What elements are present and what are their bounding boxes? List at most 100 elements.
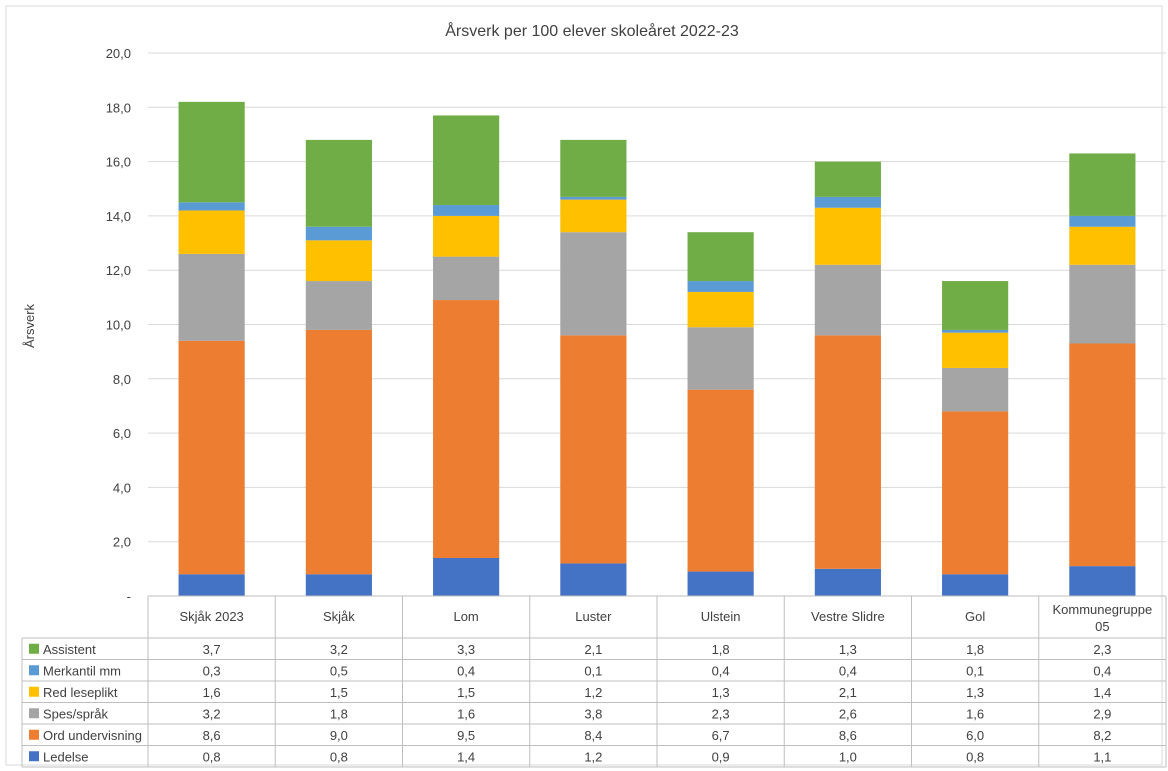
bar-segment	[560, 139, 627, 197]
table-cell-value: 1,6	[457, 706, 475, 721]
y-tick-label: -	[127, 589, 131, 604]
bar-segment	[687, 291, 754, 328]
bar-segment	[1069, 226, 1136, 265]
bar-segment	[687, 327, 754, 390]
legend-label: Red leseplikt	[43, 685, 118, 700]
table-cell-value: 9,0	[330, 728, 348, 743]
bar-segment	[305, 139, 372, 227]
bar-segment	[1069, 153, 1136, 216]
table-cell-value: 2,1	[839, 685, 857, 700]
bar-segment	[305, 281, 372, 330]
table-cell-value: 0,4	[839, 663, 857, 678]
x-category-label: Lom	[453, 609, 478, 624]
bar-segment	[560, 196, 627, 200]
x-category-label: Vestre Slidre	[811, 609, 885, 624]
table-cell-value: 0,8	[203, 749, 221, 764]
bar-segment	[942, 411, 1009, 575]
table-cell-value: 1,3	[839, 642, 857, 657]
bar-segment	[305, 240, 372, 282]
bar-segment	[560, 563, 627, 596]
y-tick-label: 6,0	[113, 426, 131, 441]
table-cell-value: 0,5	[330, 663, 348, 678]
table-cell-value: 1,5	[457, 685, 475, 700]
bar-segment	[942, 329, 1009, 333]
table-cell-value: 0,8	[966, 749, 984, 764]
bar-segment	[814, 161, 881, 197]
bar-segment	[814, 568, 881, 596]
bar-segment	[814, 196, 881, 208]
bar-segment	[560, 335, 627, 564]
table-cell-value: 0,9	[712, 749, 730, 764]
table-cell-value: 0,8	[330, 749, 348, 764]
bar-segment	[687, 571, 754, 596]
chart-title: Årsverk per 100 elever skoleåret 2022-23	[445, 21, 739, 40]
x-category-label: Ulstein	[701, 609, 741, 624]
table-cell-value: 6,0	[966, 728, 984, 743]
legend-label: Merkantil mm	[43, 663, 121, 678]
table-cell-value: 1,4	[1093, 685, 1111, 700]
bar-segment	[178, 340, 245, 575]
table-cell-value: 6,7	[712, 728, 730, 743]
table-cell-value: 2,1	[584, 642, 602, 657]
table-cell-value: 1,5	[330, 685, 348, 700]
table-cell-value: 1,8	[330, 706, 348, 721]
bar-segment	[178, 253, 245, 341]
y-tick-label: 4,0	[113, 480, 131, 495]
y-tick-label: 16,0	[106, 155, 131, 170]
x-category-label: Luster	[575, 609, 612, 624]
bar-segment	[687, 232, 754, 282]
table-cell-value: 1,6	[966, 706, 984, 721]
table-cell-value: 9,5	[457, 728, 475, 743]
table-cell-value: 3,7	[203, 642, 221, 657]
x-category-label: 05	[1095, 619, 1109, 634]
x-category-label: Skjåk	[323, 609, 355, 624]
y-axis-label: Årsverk	[22, 303, 37, 348]
y-tick-label: 14,0	[106, 209, 131, 224]
y-tick-label: 18,0	[106, 100, 131, 115]
bar-segment	[687, 389, 754, 572]
bar-segment	[560, 199, 627, 233]
bar-segment	[1069, 215, 1136, 227]
data-table: Skjåk 2023 Skjåk Lom Luster Ulstein Vestre Sl…	[21, 595, 1167, 768]
table-cell-value: 2,3	[1093, 642, 1111, 657]
table-cell-value: 1,0	[839, 749, 857, 764]
legend-label: Assistent	[43, 642, 96, 657]
x-category-label: Kommunegruppe	[1053, 602, 1153, 617]
table-cell-value: 0,4	[1093, 663, 1111, 678]
table-cell-value: 1,6	[203, 685, 221, 700]
bar-segment	[305, 574, 372, 596]
bar-segment	[814, 207, 881, 265]
legend-key	[29, 686, 39, 697]
bar-segment	[942, 281, 1009, 330]
table-cell-value: 0,1	[584, 663, 602, 678]
legend-key	[29, 708, 39, 719]
bar-segment	[814, 264, 881, 336]
table-cell-value: 0,1	[966, 663, 984, 678]
bar-segment	[305, 226, 372, 241]
table-cell-value: 1,4	[457, 749, 475, 764]
bar-segment	[433, 256, 500, 301]
bar-segment	[942, 367, 1009, 412]
bar-segment	[178, 101, 245, 203]
y-axis-ticks: - 2,0 4,0 6,0 8,0 10,0 12,0 14,0 16,0 18,0 20,0	[106, 46, 131, 604]
table-cell-value: 8,6	[839, 728, 857, 743]
table-cell-value: 8,2	[1093, 728, 1111, 743]
table-cell-value: 1,8	[966, 642, 984, 657]
table-cell-value: 1,3	[966, 685, 984, 700]
table-cell-value: 2,9	[1093, 706, 1111, 721]
bar-segment	[305, 329, 372, 575]
table-cell-value: 2,3	[712, 706, 730, 721]
bar-segment	[433, 215, 500, 257]
x-category-label: Gol	[965, 609, 985, 624]
bar-stacks	[178, 101, 1136, 596]
table-cell-value: 0,4	[457, 663, 475, 678]
legend-key	[29, 665, 39, 676]
bar-segment	[814, 335, 881, 569]
y-tick-label: 10,0	[106, 318, 131, 333]
y-tick-label: 20,0	[106, 46, 131, 61]
legend-key	[29, 751, 39, 762]
bar-segment	[1069, 264, 1136, 344]
table-cell-value: 1,1	[1093, 749, 1111, 764]
legend-label: Spes/språk	[43, 706, 109, 721]
